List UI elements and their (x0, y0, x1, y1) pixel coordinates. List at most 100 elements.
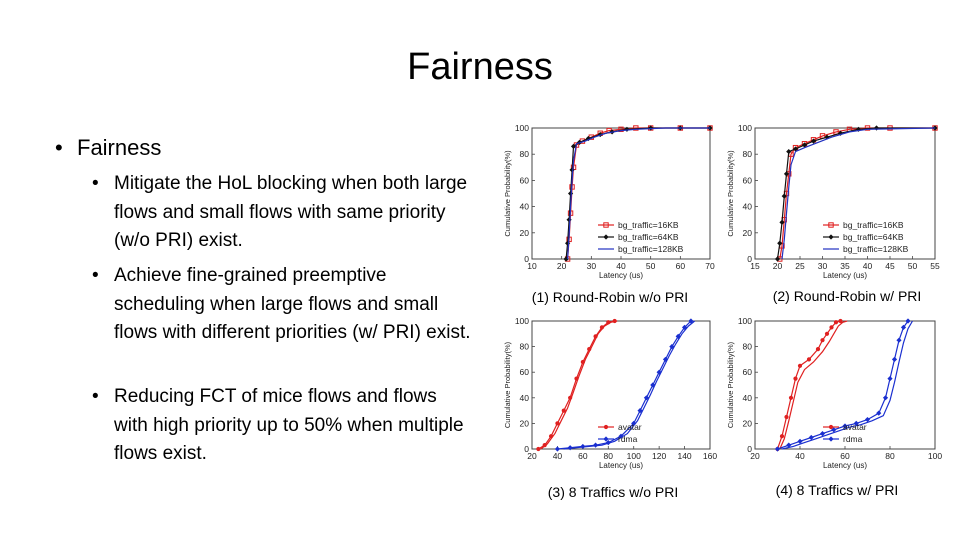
legend-marker (828, 222, 834, 228)
y-tick-label: 100 (738, 123, 752, 133)
sub-bullet-1: • Mitigate the HoL blocking when both la… (92, 170, 472, 256)
legend-label: rdma (843, 434, 863, 444)
data-point (536, 446, 541, 452)
caption-4: (4) 8 Traffics w/ PRI (775, 482, 899, 498)
legend-label: bg_traffic=16KB (618, 220, 679, 230)
x-tick-label: 40 (616, 261, 626, 271)
data-point (905, 318, 911, 324)
bullet-dot: • (92, 386, 99, 407)
sub-bullet-2: • Achieve fine-grained preemptive schedu… (92, 262, 472, 348)
x-tick-label: 45 (885, 261, 895, 271)
series-3 (563, 320, 696, 450)
x-tick-label: 30 (587, 261, 597, 271)
data-point (618, 126, 624, 133)
chart-8-traffics-no-pri: 0 20 40 60 80 100 20 40 60 80 100 120 140 160 Latency … (496, 315, 718, 478)
legend: avatar rdma (598, 422, 642, 444)
caption-3: (3) 8 Traffics w/o PRI (547, 484, 679, 500)
x-tick-label: 20 (527, 451, 537, 461)
plot-area (531, 320, 711, 450)
y-tick-label: 60 (743, 175, 753, 185)
sub-bullet-3: • Reducing FCT of mice flows and flows w… (92, 383, 472, 469)
legend-label: bg_traffic=64KB (843, 232, 904, 242)
x-axis-label: Latency (us) (599, 461, 643, 470)
x-tick-label: 80 (885, 451, 895, 461)
y-tick-label: 0 (747, 254, 752, 264)
legend-marker (828, 424, 834, 430)
data-point (806, 357, 812, 362)
y-tick-label: 0 (524, 444, 529, 454)
chart-round-robin-pri: 0 20 40 60 80 100 15 20 25 30 35 40 45 50 55 Latency (u… (726, 122, 941, 280)
legend-label: avatar (843, 422, 867, 432)
data-point (793, 376, 798, 381)
bullet-dot: • (92, 173, 99, 194)
y-axis-label: Cumulative Probability(%) (503, 341, 512, 428)
data-point (797, 363, 803, 368)
legend: avatar rdma (823, 422, 867, 444)
y-tick-label: 0 (524, 254, 529, 264)
legend: bg_traffic=16KB bg_traffic=64KB bg_traffic… (823, 220, 909, 254)
data-point (561, 408, 566, 413)
legend: bg_traffic=16KB bg_traffic=64KB bg_traffic… (598, 220, 684, 254)
y-tick-label: 40 (520, 393, 530, 403)
data-point (633, 125, 639, 131)
legend-marker (603, 436, 609, 442)
legend-label: bg_traffic=16KB (843, 220, 904, 230)
legend-marker (603, 424, 609, 430)
legend-label: bg_traffic=64KB (618, 232, 679, 242)
legend-marker (828, 234, 834, 240)
data-point (797, 438, 803, 444)
data-point (570, 143, 577, 149)
legend-label: bg_traffic=128KB (843, 244, 909, 254)
data-point (779, 434, 785, 439)
series-line (777, 320, 909, 450)
sub-bullet-text: Mitigate the HoL blocking when both larg… (114, 173, 468, 251)
series-line (779, 320, 848, 450)
sub-bullet-text: Achieve fine-grained preemptive scheduli… (114, 265, 471, 343)
data-point (810, 138, 817, 144)
data-point (563, 256, 569, 262)
x-axis-label: Latency (us) (599, 271, 643, 280)
x-tick-label: 50 (908, 261, 918, 271)
y-tick-label: 80 (520, 149, 530, 159)
data-point (833, 320, 839, 325)
data-point (777, 240, 783, 246)
x-tick-label: 20 (750, 451, 760, 461)
y-axis-label: Cumulative Probability(%) (726, 341, 735, 428)
data-point (555, 421, 560, 426)
x-axis-label: Latency (us) (823, 461, 867, 470)
series-line (565, 127, 710, 260)
caption-2: (2) Round-Robin w/ PRI (772, 288, 922, 304)
x-tick-label: 60 (676, 261, 686, 271)
series-1 (779, 320, 848, 450)
plot-area (531, 127, 711, 260)
y-tick-label: 20 (520, 228, 530, 238)
data-point (786, 148, 792, 155)
data-point (774, 256, 781, 262)
x-tick-label: 40 (863, 261, 873, 271)
y-tick-label: 20 (743, 228, 753, 238)
data-point (882, 395, 889, 401)
sub-bullet-text: Reducing FCT of mice flows and flows wit… (114, 386, 464, 464)
x-tick-label: 35 (840, 261, 850, 271)
x-tick-label: 25 (795, 261, 805, 271)
data-point (784, 414, 789, 420)
data-point (864, 416, 871, 423)
data-point (792, 146, 799, 152)
x-tick-label: 80 (604, 451, 614, 461)
x-tick-label: 140 (677, 451, 691, 461)
series-3 (781, 320, 914, 450)
data-point (597, 131, 603, 138)
x-tick-label: 60 (840, 451, 850, 461)
legend-marker (828, 436, 834, 442)
data-point (774, 446, 781, 452)
data-point (896, 337, 902, 343)
y-tick-label: 0 (747, 444, 752, 454)
data-point (829, 325, 834, 330)
slide-title: Fairness (407, 46, 553, 88)
legend-marker (603, 234, 609, 240)
y-tick-label: 100 (515, 123, 529, 133)
data-point (824, 331, 830, 336)
data-point (815, 347, 821, 352)
y-tick-label: 40 (743, 393, 753, 403)
series-line (563, 320, 696, 450)
